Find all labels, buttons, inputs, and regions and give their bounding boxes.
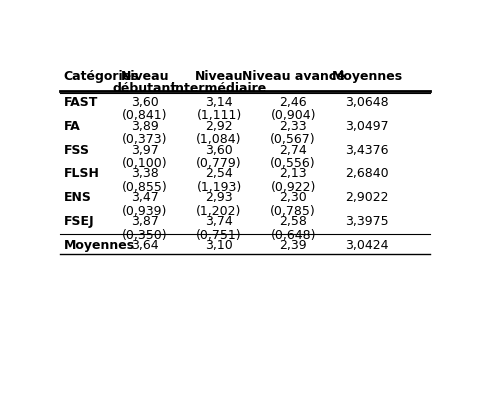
Text: Niveau: Niveau [121, 70, 169, 83]
Text: Moyennes: Moyennes [332, 70, 403, 83]
Text: Moyennes: Moyennes [64, 239, 135, 252]
Text: (1,202): (1,202) [196, 204, 242, 218]
Text: 3,64: 3,64 [131, 239, 159, 252]
Text: (0,785): (0,785) [270, 204, 316, 218]
Text: (0,922): (0,922) [271, 181, 316, 194]
Text: (0,350): (0,350) [122, 229, 168, 242]
Text: Catégories: Catégories [64, 70, 139, 83]
Text: 3,89: 3,89 [131, 119, 159, 133]
Text: 2,93: 2,93 [205, 191, 233, 204]
Text: FSEJ: FSEJ [64, 216, 94, 228]
Text: 3,3975: 3,3975 [346, 216, 389, 228]
Text: (1,111): (1,111) [196, 109, 242, 122]
Text: (0,939): (0,939) [122, 204, 168, 218]
Text: 3,38: 3,38 [131, 168, 159, 180]
Text: FLSH: FLSH [64, 168, 99, 180]
Text: 2,92: 2,92 [205, 119, 233, 133]
Text: 3,87: 3,87 [131, 216, 159, 228]
Text: (0,855): (0,855) [122, 181, 168, 194]
Text: (0,904): (0,904) [271, 109, 316, 122]
Text: 3,10: 3,10 [205, 239, 233, 252]
Text: (0,841): (0,841) [122, 109, 168, 122]
Text: 2,74: 2,74 [279, 144, 307, 157]
Text: 2,46: 2,46 [279, 96, 307, 109]
Text: Niveau avancé: Niveau avancé [242, 70, 345, 83]
Text: 2,39: 2,39 [279, 239, 307, 252]
Text: FA: FA [64, 119, 80, 133]
Text: 2,33: 2,33 [279, 119, 307, 133]
Text: 2,13: 2,13 [279, 168, 307, 180]
Text: (0,648): (0,648) [271, 229, 316, 242]
Text: 2,58: 2,58 [279, 216, 307, 228]
Text: (0,100): (0,100) [122, 157, 168, 170]
Text: (0,373): (0,373) [122, 133, 168, 146]
Text: FAST: FAST [64, 96, 98, 109]
Text: 2,6840: 2,6840 [346, 168, 389, 180]
Text: (1,193): (1,193) [196, 181, 242, 194]
Text: (1,084): (1,084) [196, 133, 242, 146]
Text: 3,0648: 3,0648 [346, 96, 389, 109]
Text: 3,97: 3,97 [131, 144, 159, 157]
Text: 3,14: 3,14 [205, 96, 233, 109]
Text: 3,0424: 3,0424 [346, 239, 389, 252]
Text: 3,74: 3,74 [205, 216, 233, 228]
Text: 3,60: 3,60 [205, 144, 233, 157]
Text: 2,30: 2,30 [279, 191, 307, 204]
Text: 2,54: 2,54 [205, 168, 233, 180]
Text: (0,556): (0,556) [271, 157, 316, 170]
Text: débutant: débutant [113, 81, 177, 94]
Text: ENS: ENS [64, 191, 91, 204]
Text: intermédiaire: intermédiaire [172, 81, 267, 94]
Text: 3,60: 3,60 [131, 96, 159, 109]
Text: FSS: FSS [64, 144, 89, 157]
Text: (0,751): (0,751) [196, 229, 242, 242]
Text: 3,4376: 3,4376 [346, 144, 389, 157]
Text: (0,567): (0,567) [271, 133, 316, 146]
Text: (0,779): (0,779) [196, 157, 242, 170]
Text: Niveau: Niveau [195, 70, 243, 83]
Text: 3,0497: 3,0497 [346, 119, 389, 133]
Text: 2,9022: 2,9022 [346, 191, 389, 204]
Text: 3,47: 3,47 [131, 191, 159, 204]
